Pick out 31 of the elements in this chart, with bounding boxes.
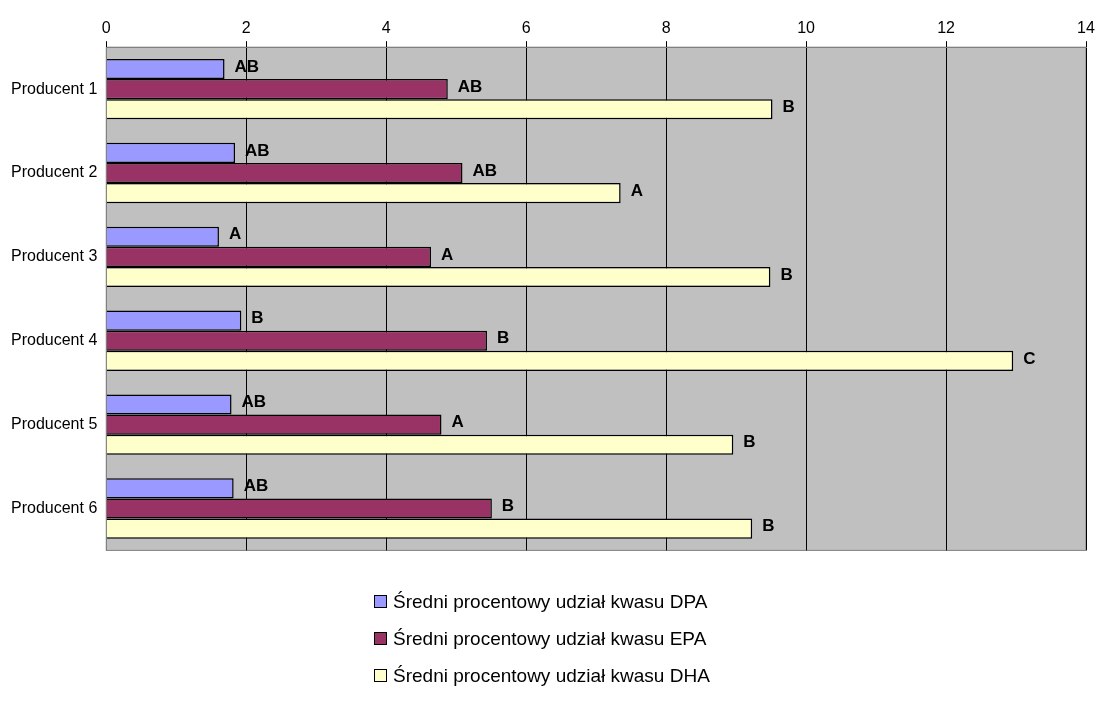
y-tick-label: Producent 2 xyxy=(11,163,98,181)
data-label: B xyxy=(251,308,264,328)
data-label: A xyxy=(630,180,643,200)
data-label: B xyxy=(496,328,510,348)
x-tick-label: 2 xyxy=(241,19,251,37)
x-tick-label: 10 xyxy=(797,19,816,37)
data-label: A xyxy=(451,412,464,432)
x-tick-label: 14 xyxy=(1077,19,1095,37)
data-label: B xyxy=(743,432,756,452)
x-tick-label: 4 xyxy=(381,19,391,37)
data-label: C xyxy=(1023,348,1036,368)
legend-label: Średni procentowy udział kwasu DHA xyxy=(393,664,710,687)
y-tick-label: Producent 1 xyxy=(11,79,98,97)
y-tick-label: Producent 4 xyxy=(11,331,98,349)
x-tick-label: 8 xyxy=(661,19,671,37)
data-label: B xyxy=(780,264,793,284)
data-label: B xyxy=(782,96,795,116)
x-tick-label: 12 xyxy=(937,19,956,37)
data-label: AB xyxy=(457,76,483,96)
y-tick-label: Producent 5 xyxy=(11,415,98,433)
data-label: A xyxy=(440,244,454,264)
data-label: A xyxy=(228,224,242,244)
legend-label: Średni procentowy udział kwasu DPA xyxy=(393,590,708,613)
data-label: AB xyxy=(472,160,498,180)
x-tick-label: 6 xyxy=(521,19,531,37)
y-tick-label: Producent 6 xyxy=(11,498,98,516)
data-label: B xyxy=(762,516,775,536)
x-tick-label: 0 xyxy=(101,19,111,37)
data-label: B xyxy=(501,496,515,516)
legend-label: Średni procentowy udział kwasu EPA xyxy=(393,627,707,650)
y-tick-label: Producent 3 xyxy=(11,247,98,265)
